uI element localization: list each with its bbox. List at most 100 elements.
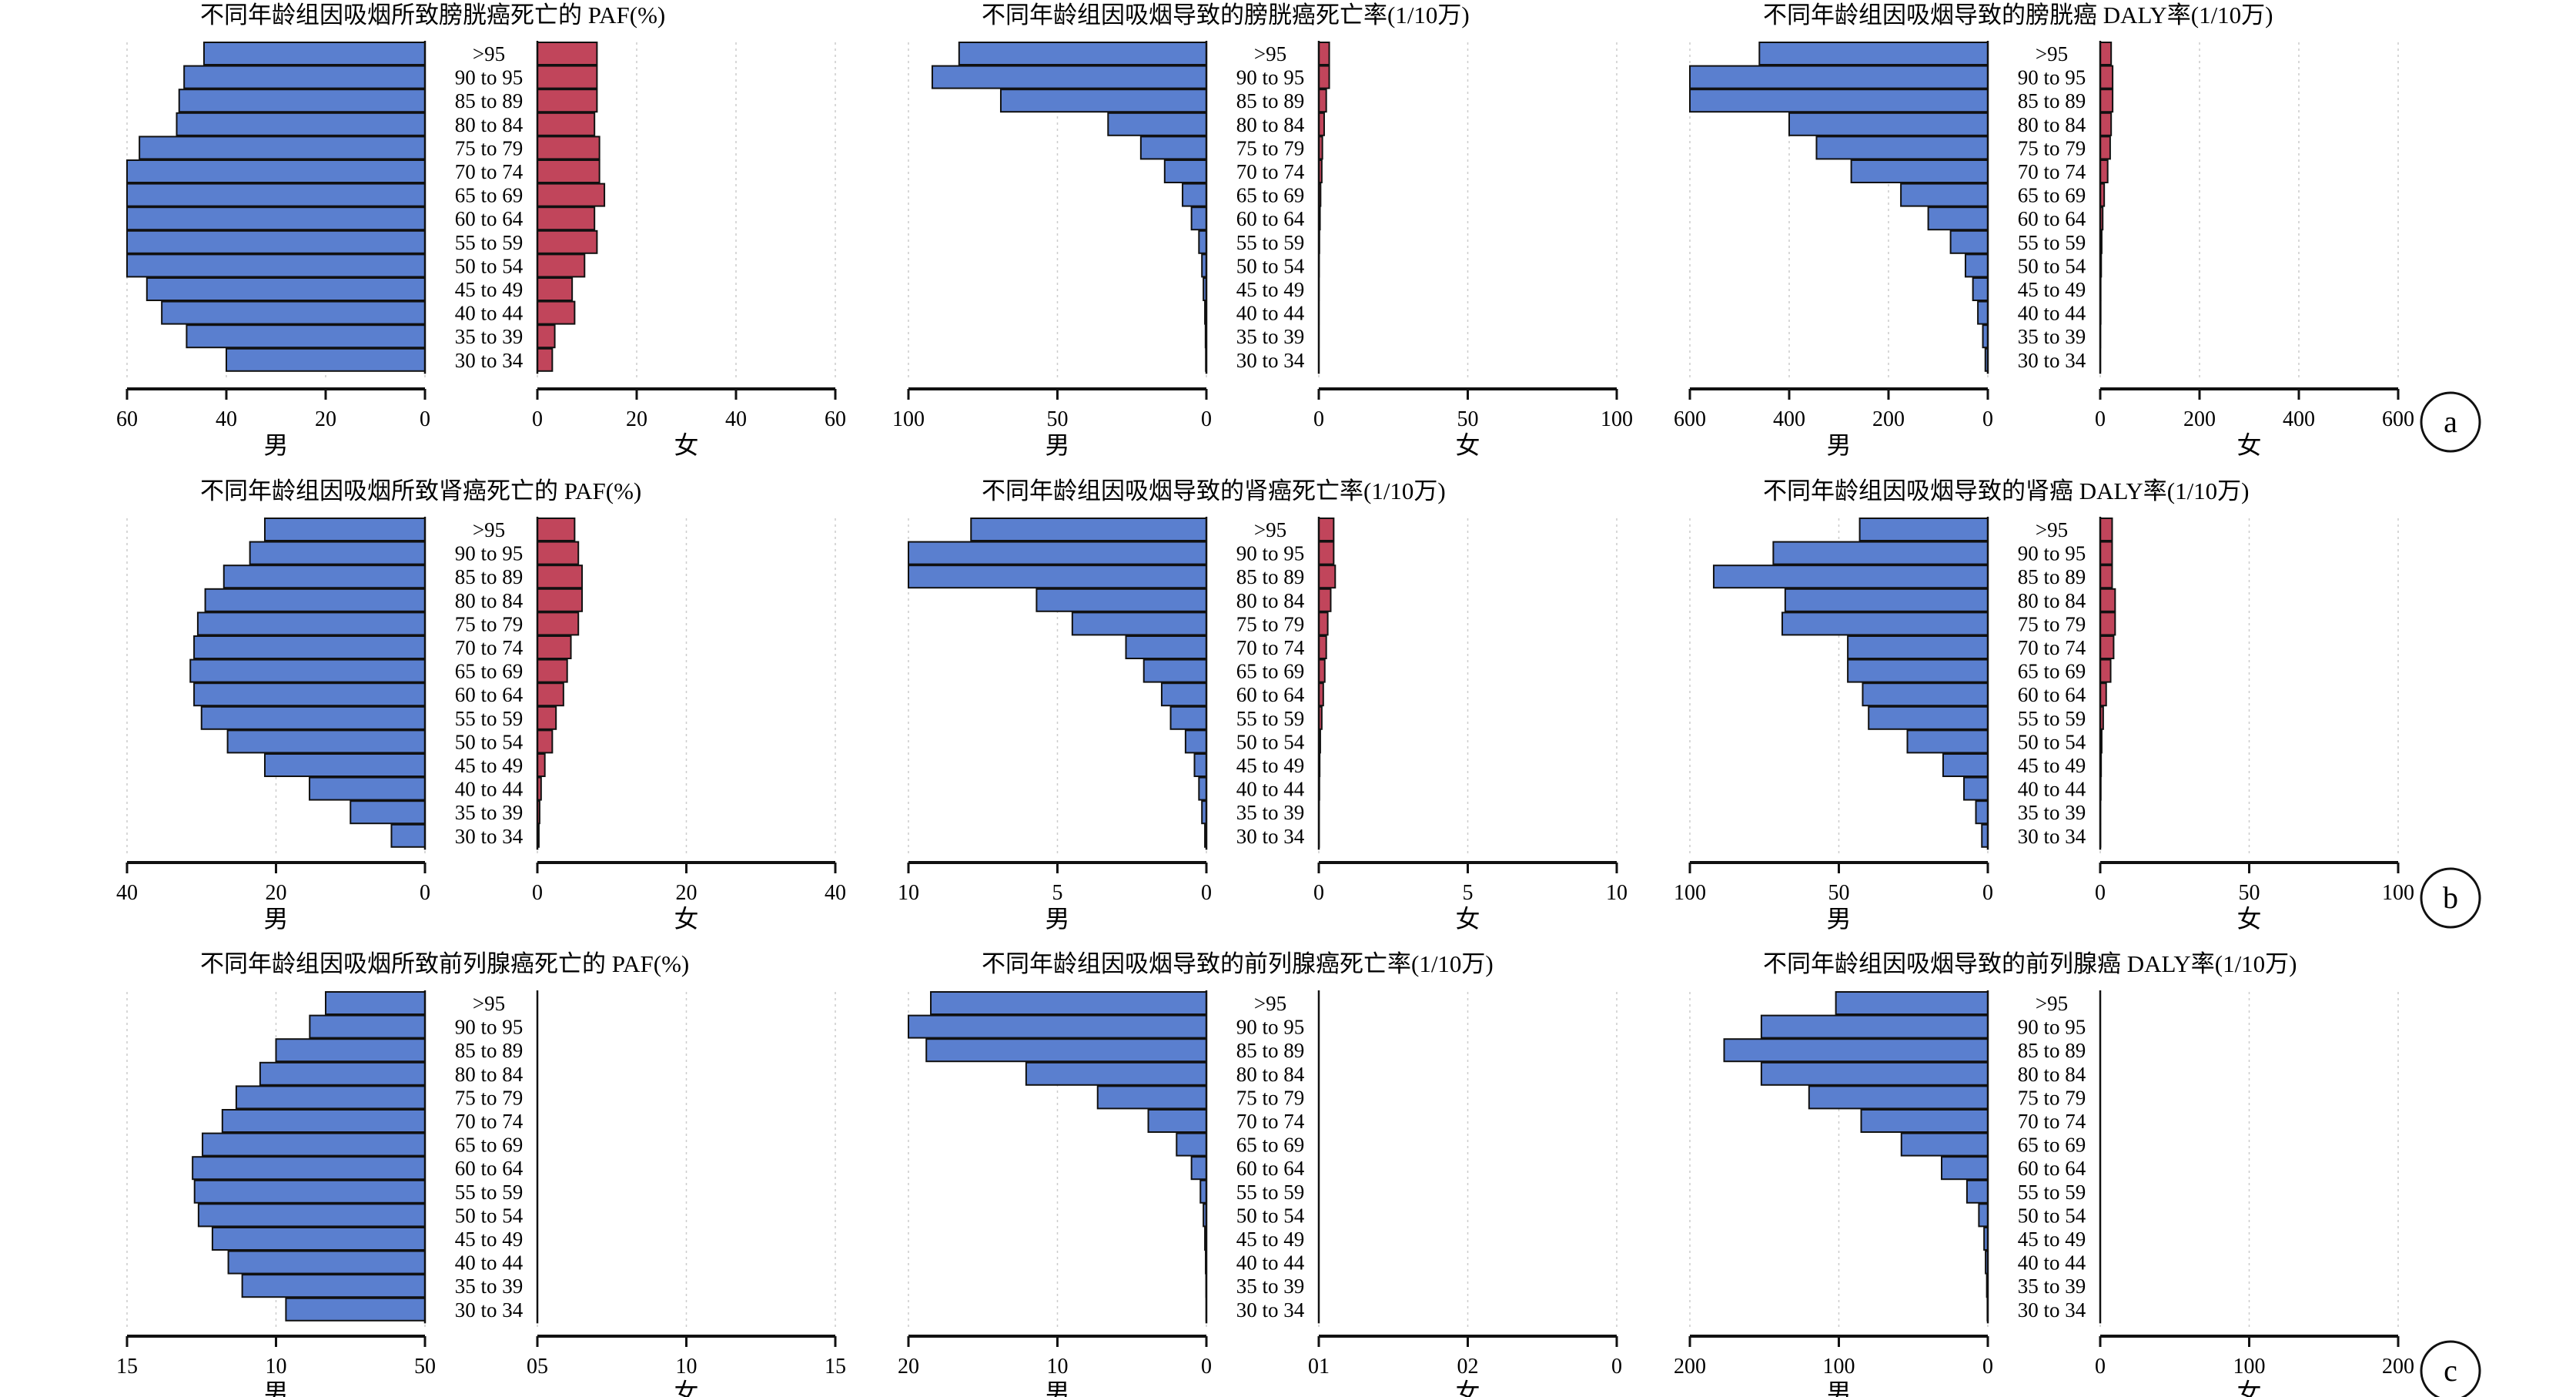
female-tick-label: 50 [1457,407,1479,431]
male-axis-label: 男 [1045,1379,1069,1397]
age-label: 50 to 54 [455,730,524,753]
female-axis-label: 女 [674,431,698,459]
age-label: 55 to 59 [455,1181,524,1204]
male-bar [1723,1038,1989,1063]
male-bar [1193,753,1208,777]
male-bar [1760,1061,1989,1086]
male-bar [908,541,1207,565]
female-bar [537,159,601,183]
female-bar [1318,89,1327,113]
age-label: 50 to 54 [455,254,524,277]
male-bar [1927,206,1989,231]
age-label: 60 to 64 [1236,683,1305,706]
male-axis-label: 男 [1045,905,1069,933]
age-label: 70 to 74 [1236,160,1305,183]
age-label: 75 to 79 [2018,1086,2086,1109]
female-bar [537,229,598,254]
female-bar [537,347,554,372]
female-tick-label: 200 [2382,1355,2414,1379]
female-tick-label: 5 [1463,881,1474,905]
age-label: 75 to 79 [2018,136,2086,159]
female-bar [537,112,596,136]
female-bar [2099,42,2113,65]
female-tick-label: 20 [676,881,698,905]
age-label: 85 to 89 [455,565,524,588]
female-bar [2099,518,2113,541]
chart-title: 不同年龄组因吸烟导致的膀胱癌死亡率(1/10万) [982,2,1470,28]
male-bar [930,991,1208,1015]
male-bar [227,1250,426,1275]
age-label: 50 to 54 [2018,1204,2086,1227]
age-label: 65 to 69 [2018,1134,2086,1157]
male-bar [1142,658,1207,683]
female-bar [2099,611,2116,636]
female-tick-label: 10 [676,1355,698,1379]
female-bar [1318,635,1327,659]
age-label: 60 to 64 [455,207,524,230]
panel-label-circle [2420,867,2481,929]
male-bar [1788,112,1989,136]
age-label: 65 to 69 [455,184,524,207]
female-bar [537,588,584,612]
male-bar [1860,1109,1989,1133]
male-tick-label: 0 [1201,1355,1212,1379]
chart-title: 不同年龄组因吸烟所致前列腺癌死亡的 PAF(%) [200,950,689,977]
female-bar [537,136,601,160]
age-label: 70 to 74 [455,636,524,659]
age-label: 50 to 54 [455,1204,524,1227]
female-bar [537,42,598,65]
age-label: 65 to 69 [1236,660,1305,683]
female-bar [2099,588,2116,612]
male-bar [161,300,426,325]
male-axis-label: 男 [1826,1379,1851,1397]
age-label: 80 to 84 [1236,113,1305,136]
male-tick-label: 0 [1982,407,1993,431]
age-label: 40 to 44 [1236,1251,1305,1275]
female-tick-label: 100 [2382,881,2414,905]
male-bar [1139,136,1207,160]
age-label: 50 to 54 [1236,254,1305,277]
male-tick-label: 200 [1872,407,1905,431]
male-axis-label: 男 [263,905,288,933]
male-bar [1941,1156,1989,1181]
age-label: 85 to 89 [455,89,524,112]
male-tick-label: 50 [1828,881,1850,905]
age-label: 80 to 84 [2018,1063,2086,1086]
male-bar [1850,159,1989,183]
male-bar [325,991,426,1015]
male-bar [263,753,426,777]
female-bar [1318,588,1332,612]
male-tick-label: 10 [898,881,919,905]
age-label: 75 to 79 [1236,612,1305,635]
male-tick-label: 5 [1052,881,1063,905]
age-label: 30 to 34 [2018,825,2086,848]
age-label: 45 to 49 [455,1228,524,1251]
age-label: 85 to 89 [455,1039,524,1062]
male-bar [1781,611,1989,636]
male-bar [1198,229,1207,254]
male-tick-label: 0 [1201,407,1212,431]
age-label: 90 to 95 [1236,542,1305,565]
female-axis-label: 女 [2236,905,2261,933]
panel-label-circle [2420,391,2481,453]
age-label: 40 to 44 [2018,778,2086,801]
female-tick-label: 01 [1308,1355,1330,1379]
male-bar [146,277,427,301]
female-axis-label: 女 [2236,431,2261,459]
male-bar [139,136,426,160]
age-label: 60 to 64 [2018,207,2086,230]
male-bar [235,1085,426,1110]
chart-title: 不同年龄组因吸烟导致的肾癌死亡率(1/10万) [982,477,1446,504]
male-bar [1815,136,1989,160]
age-label: >95 [1254,42,1286,65]
male-bar [908,1014,1207,1039]
age-label: 90 to 95 [1236,1016,1305,1039]
age-label: 35 to 39 [2018,1275,2086,1298]
female-tick-label: 100 [1601,407,1633,431]
female-bar [2099,112,2113,136]
male-bar [1125,635,1208,659]
